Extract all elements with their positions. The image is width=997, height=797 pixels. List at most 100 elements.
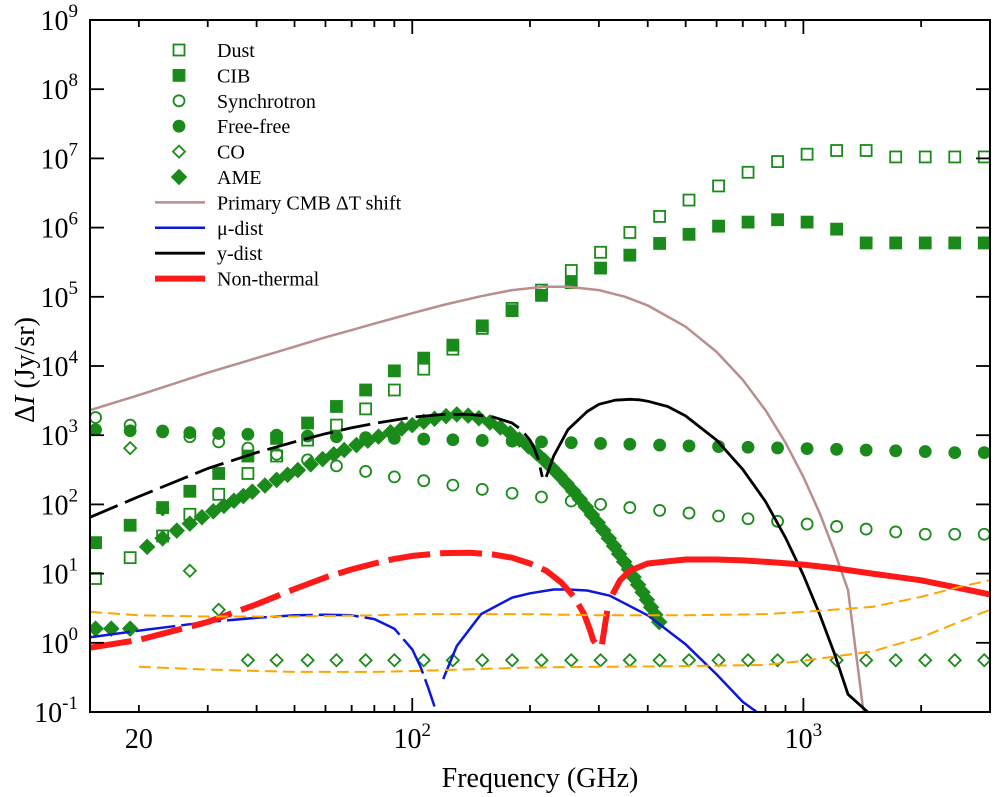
x-tick-label: 102 (394, 720, 432, 755)
data-point (741, 512, 755, 526)
legend-label: CIB (217, 65, 250, 87)
data-point (889, 150, 903, 164)
data-point (123, 551, 137, 565)
data-point (712, 219, 725, 233)
data-point (481, 414, 499, 431)
data-point (623, 226, 637, 239)
legend-swatch (171, 144, 187, 159)
data-point (918, 236, 932, 250)
legend: Dust CIB Synchrotron Free-free CO AME Primary … (155, 40, 402, 291)
data-point (859, 236, 873, 250)
data-point (918, 527, 932, 541)
data-point (741, 215, 755, 229)
data-point (269, 652, 284, 668)
data-point (154, 530, 171, 547)
legend-label: AME (217, 167, 261, 189)
y-tick-label: 107 (41, 139, 79, 175)
y-tick-label: 103 (41, 416, 79, 452)
data-point (976, 652, 990, 668)
series-line (90, 412, 544, 519)
data-point (123, 518, 137, 532)
legend-swatch (170, 168, 188, 186)
data-point (511, 431, 528, 448)
data-point (417, 432, 431, 446)
data-point (492, 419, 509, 436)
data-point (241, 441, 255, 455)
legend-entry: CO (171, 142, 245, 164)
data-point (268, 471, 285, 489)
data-point (183, 426, 197, 440)
y-tick-label: 100 (41, 624, 79, 660)
data-point (741, 440, 755, 454)
data-point (289, 461, 307, 479)
data-point (244, 483, 261, 500)
legend-label: Dust (217, 40, 255, 62)
data-point (740, 652, 756, 668)
data-point (623, 248, 637, 262)
data-point (594, 497, 607, 511)
data-point (90, 536, 102, 550)
data-point (712, 509, 725, 523)
series-cib (90, 213, 990, 550)
legend-label: μ-dist (217, 218, 264, 240)
legend-label: Primary CMB ΔT shift (217, 192, 402, 214)
data-point (475, 482, 489, 496)
data-point (122, 440, 138, 456)
data-point (977, 150, 990, 164)
y-tick-label: 104 (41, 347, 79, 383)
data-point (800, 215, 814, 229)
data-point (594, 245, 607, 259)
data-point (123, 424, 137, 438)
data-point (301, 416, 314, 430)
data-point (387, 652, 402, 668)
data-point (830, 520, 844, 533)
data-point (359, 464, 373, 478)
data-point (302, 456, 319, 473)
data-point (623, 501, 637, 514)
data-point (859, 144, 873, 157)
data-point (653, 210, 667, 223)
data-point (358, 652, 373, 668)
data-point (830, 222, 844, 236)
series-line (138, 608, 990, 673)
legend-entry: Synchrotron (172, 91, 316, 113)
series-line (609, 556, 990, 598)
series-ame (90, 406, 668, 637)
data-point (300, 652, 315, 668)
data-point (168, 522, 186, 539)
data-point (947, 652, 963, 668)
data-point (594, 261, 607, 275)
legend-swatch (172, 43, 186, 57)
data-point (504, 652, 520, 668)
data-point (948, 236, 962, 250)
data-point (240, 652, 256, 668)
data-point (653, 503, 667, 517)
data-point (830, 144, 844, 157)
series-line (90, 613, 436, 707)
data-point (948, 446, 962, 460)
data-point (682, 506, 696, 520)
y-tick-label: 108 (41, 70, 79, 106)
legend-swatch (172, 69, 186, 82)
data-point (682, 227, 696, 241)
data-point (682, 193, 696, 207)
data-point (535, 288, 548, 302)
data-point (193, 508, 211, 526)
data-point (256, 477, 274, 494)
data-point (800, 517, 814, 531)
series-line (90, 285, 865, 712)
data-point (859, 443, 873, 457)
data-point (917, 652, 933, 668)
y-tick-label: 105 (41, 278, 79, 314)
data-point (475, 434, 489, 447)
x-tick-label: 20 (125, 724, 153, 755)
data-point (594, 437, 607, 450)
data-point (918, 150, 932, 164)
series-line (90, 549, 611, 651)
data-point (800, 442, 814, 456)
y-tick-label: 101 (41, 555, 79, 591)
data-point (830, 442, 844, 456)
series-noise-lower (138, 608, 990, 673)
legend-label: Synchrotron (217, 91, 316, 113)
data-point (771, 213, 784, 227)
